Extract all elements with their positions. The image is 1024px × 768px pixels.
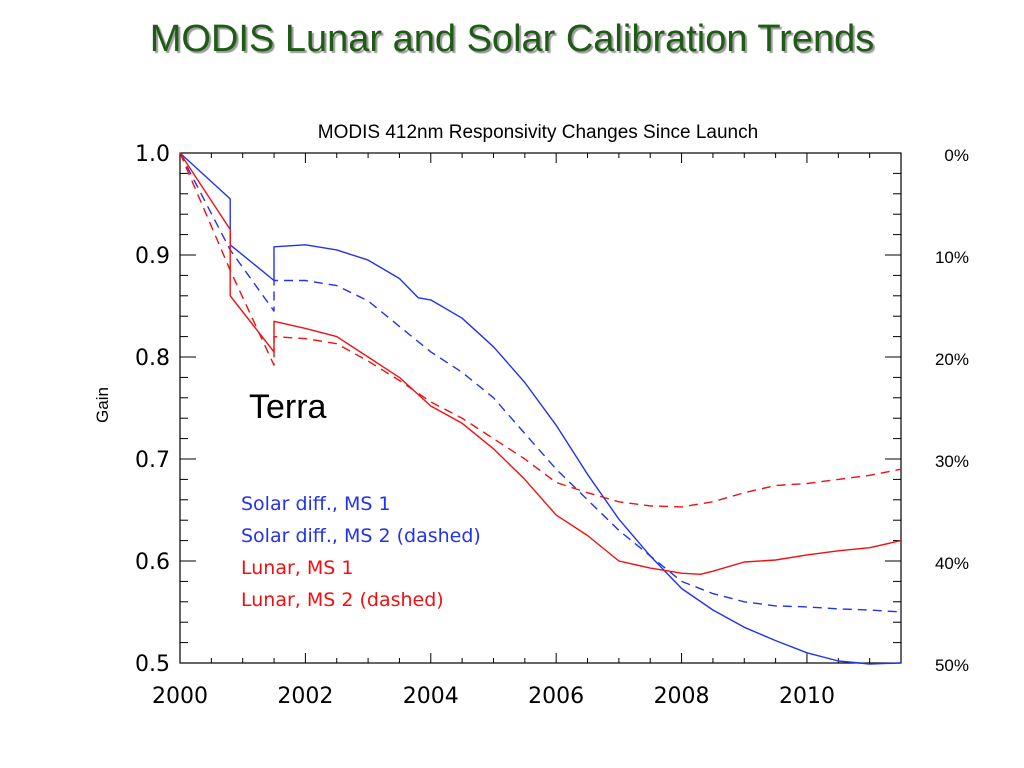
legend-entry: Solar diff., MS 2 (dashed)	[241, 525, 481, 547]
x-tick-label: 2002	[277, 684, 333, 709]
legend-entry: Lunar, MS 2 (dashed)	[241, 589, 444, 611]
secondary-y-tick-label: 20%	[935, 350, 969, 369]
secondary-y-tick-label: 0%	[944, 146, 969, 165]
y-tick-label: 0.7	[135, 448, 170, 473]
secondary-y-tick-label: 10%	[935, 248, 969, 267]
y-tick-label: 0.9	[135, 244, 170, 269]
secondary-y-tick-label: 30%	[935, 452, 969, 471]
y-tick-label: 0.6	[135, 550, 170, 575]
chart-title: MODIS 412nm Responsivity Changes Since L…	[318, 122, 758, 143]
legend-entry: Lunar, MS 1	[241, 557, 353, 579]
x-tick-label: 2008	[654, 684, 710, 709]
axis-tick-labels: 2000 2002 2004 2006 2008 2010 1.0 0.9 0.8 0.7 0.6 0…	[135, 142, 969, 709]
series-line-1	[179, 152, 902, 665]
y-tick-label: 1.0	[135, 142, 170, 167]
series-lines	[179, 152, 902, 665]
x-tick-label: 2010	[779, 684, 835, 709]
x-tick-label: 2000	[152, 684, 208, 709]
y-tick-label: 0.5	[135, 652, 170, 677]
x-tick-label: 2004	[403, 684, 459, 709]
series-line-4	[179, 152, 902, 508]
plot-frame	[179, 152, 902, 664]
secondary-y-tick-label: 50%	[935, 656, 969, 675]
terra-annotation: Terra	[249, 388, 327, 426]
y-axis-label: Gain	[93, 387, 112, 423]
axis-ticks	[179, 152, 902, 664]
x-tick-label: 2006	[528, 684, 584, 709]
series-line-3	[179, 152, 902, 575]
secondary-y-tick-label: 40%	[935, 554, 969, 573]
legend-entry: Solar diff., MS 1	[241, 493, 391, 515]
series-line-2	[179, 152, 902, 613]
legend: Solar diff., MS 1 Solar diff., MS 2 (dash…	[241, 493, 481, 611]
slide-title: MODIS Lunar and Solar Calibration Trends	[149, 18, 875, 60]
y-tick-label: 0.8	[135, 346, 170, 371]
